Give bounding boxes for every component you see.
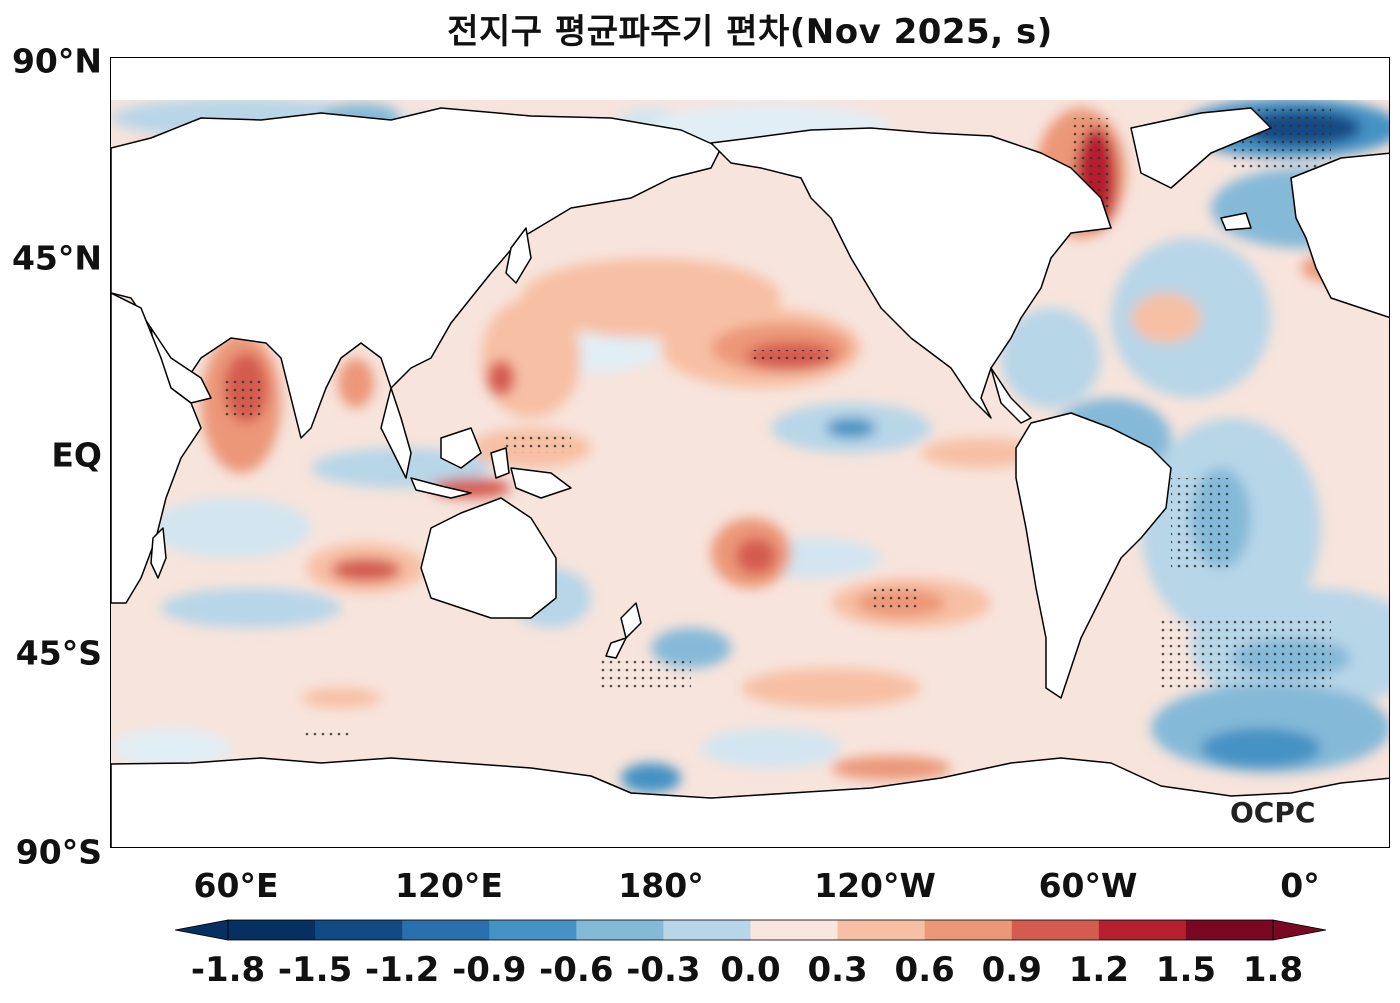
colorbar-tick-label: 1.2 — [1068, 950, 1129, 990]
colorbar — [174, 919, 1327, 941]
colorbar-tick-label: -1.8 — [190, 950, 266, 990]
colorbar-extend-low — [174, 919, 229, 941]
colorbar-segment — [576, 920, 664, 940]
colorbar-segment — [315, 920, 403, 940]
colorbar-segment — [924, 920, 1013, 940]
colorbar-segment — [750, 920, 839, 940]
colorbar-tick-label: -1.2 — [364, 950, 440, 990]
colorbar-segment — [1098, 920, 1187, 940]
lat-label-eq: EQ — [51, 435, 102, 475]
map-panel — [110, 57, 1390, 848]
colorbar-segment — [1185, 920, 1274, 940]
colorbar-tick-label: -0.6 — [539, 950, 614, 990]
land — [111, 107, 1389, 847]
lon-label-120w: 120°W — [814, 866, 936, 905]
lat-label-90n: 90°N — [11, 41, 102, 81]
colorbar-segment — [663, 920, 751, 940]
lon-label-120e: 120°E — [395, 866, 503, 905]
colorbar-tick-label: 0.9 — [981, 950, 1042, 990]
lon-label-60e: 60°E — [193, 866, 279, 905]
colorbar-segment — [837, 920, 926, 940]
colorbar-extend-high — [1272, 919, 1327, 941]
significance-stippling — [221, 108, 1331, 738]
colorbar-tick-label: 1.5 — [1155, 950, 1217, 990]
lat-label-45s: 45°S — [15, 633, 102, 673]
lon-label-60w: 60°W — [1038, 866, 1138, 905]
lon-label-180: 180° — [618, 866, 704, 905]
anomaly-map — [111, 58, 1389, 847]
colorbar-tick-label: 0.0 — [720, 950, 781, 990]
map-title: 전지구 평균파주기 편차(Nov 2025, s) — [447, 12, 1053, 52]
colorbar-segment — [402, 920, 490, 940]
colorbar-tick-label: -1.5 — [277, 950, 353, 990]
ocpc-logo: OCPC — [1230, 796, 1316, 829]
colorbar-tick-label: 0.3 — [807, 950, 868, 990]
colorbar-segment — [1011, 920, 1100, 940]
colorbar-segment — [489, 920, 577, 940]
lon-label-0: 0° — [1280, 866, 1320, 905]
colorbar-tick-label: -0.3 — [626, 950, 701, 990]
colorbar-segment — [228, 920, 316, 940]
colorbar-tick-label: 1.8 — [1242, 950, 1304, 990]
colorbar-tick-label: -0.9 — [452, 950, 527, 990]
lat-label-90s: 90°S — [15, 832, 102, 872]
lat-label-45n: 45°N — [11, 238, 102, 278]
colorbar-tick-label: 0.6 — [894, 950, 955, 990]
